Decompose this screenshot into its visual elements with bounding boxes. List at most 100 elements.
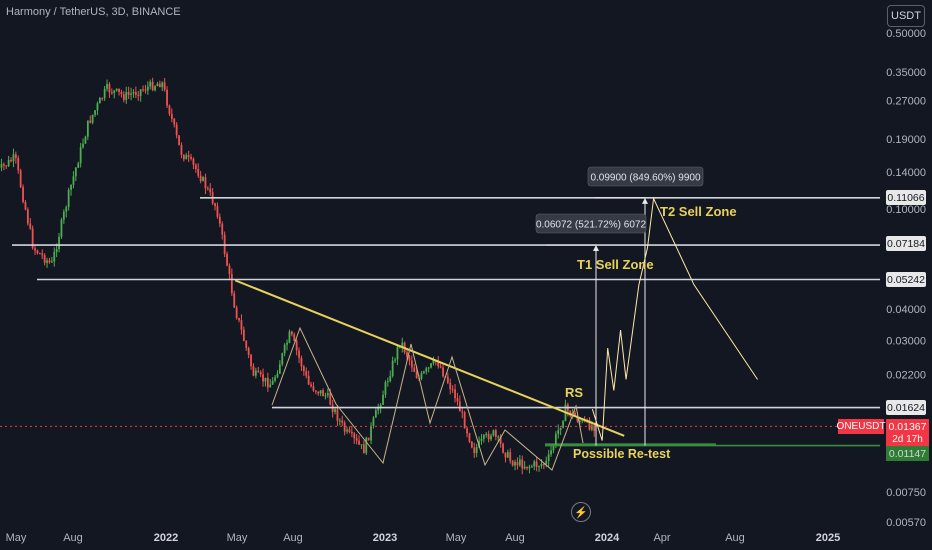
candle-body [581, 419, 584, 422]
candle-body [209, 188, 212, 193]
candle-body [247, 348, 250, 356]
price-axis-ticks: 0.50000 0.35000 0.27000 0.19000 0.14000 0.100… [886, 28, 926, 529]
candle-body [362, 444, 365, 454]
candle-body [576, 416, 579, 422]
candle-body [326, 393, 329, 396]
measure-arrow-head [642, 197, 648, 204]
candle-body [158, 83, 161, 88]
candle-body [26, 209, 29, 224]
candle-body [185, 155, 188, 160]
candle-body [379, 404, 382, 408]
candle-body [324, 395, 327, 397]
price-axis-tick: 0.50000 [886, 28, 926, 40]
candle-body [382, 394, 384, 405]
candle-body [127, 92, 130, 95]
current-price-tag: 0.01367 [886, 419, 929, 434]
candle-body [298, 350, 300, 358]
time-axis-tick: Aug [725, 532, 745, 544]
candle-body [538, 466, 540, 468]
descending-trendline [234, 279, 625, 437]
candle-body [497, 436, 500, 438]
level-label-breakdown: 0.05242 [886, 272, 926, 287]
candle-body [146, 86, 149, 91]
price-axis-tick: 0.19000 [886, 134, 926, 146]
candle-body [154, 86, 156, 91]
time-axis-tick: 2024 [595, 532, 620, 544]
candle-body [295, 340, 298, 351]
candle-body [118, 88, 120, 92]
candle-body [559, 427, 562, 431]
candle-body [439, 366, 442, 368]
candle-body [156, 83, 159, 87]
candle-body [360, 444, 363, 446]
candle-body [108, 84, 111, 93]
candle-body [310, 384, 312, 387]
candle-body [264, 377, 267, 382]
candle-body [413, 367, 416, 372]
currency-button[interactable]: USDT [887, 5, 925, 27]
candle-body [269, 384, 272, 388]
candle-body [432, 360, 435, 364]
candle-body [415, 371, 418, 378]
candle-body [518, 459, 521, 466]
candle-body [422, 371, 425, 374]
measure-arrow-head [593, 245, 599, 252]
candle-body [254, 370, 257, 376]
candle-body [79, 147, 82, 164]
candle-body [290, 331, 293, 335]
time-axis-tick: May [6, 532, 27, 544]
candle-body [262, 374, 264, 382]
candle-body [451, 389, 454, 391]
candle-body [214, 203, 216, 207]
candle-body [562, 421, 564, 428]
candle-body [550, 450, 552, 455]
candle-body [391, 360, 394, 376]
candle-body [43, 255, 46, 263]
time-axis-tick: Apr [653, 532, 670, 544]
candle-body [302, 366, 305, 372]
candle-body [343, 422, 346, 432]
candle-body [58, 236, 60, 249]
candle-body [523, 466, 526, 469]
candle-body [511, 461, 514, 466]
candle-body [446, 376, 449, 383]
price-axis-tick: 0.00750 [886, 487, 926, 499]
candle-body [149, 81, 152, 87]
candle-body [86, 120, 89, 137]
candle-body [22, 187, 24, 203]
candle-body [370, 425, 372, 441]
time-axis-tick: Aug [283, 532, 303, 544]
candle-body [468, 433, 471, 442]
flash-icon[interactable]: ⚡ [571, 502, 591, 522]
candle-body [199, 175, 202, 181]
symbol-tag: ONEUSDT [836, 419, 886, 434]
candle-body [466, 428, 468, 434]
price-axis-tick: 0.10000 [886, 204, 926, 216]
candle-body [17, 157, 20, 171]
candle-body [312, 386, 315, 391]
time-axis-ticks: May Aug 2022 May Aug 2023 May Aug 2024 Apr Aug 2025 [6, 532, 841, 544]
candle-body [514, 462, 516, 466]
candle-body [120, 91, 123, 95]
candle-body [410, 360, 413, 368]
candle-body [29, 223, 32, 229]
candle-body [65, 207, 68, 212]
candle-body [480, 438, 483, 441]
candle-body [2, 164, 5, 166]
candle-body [31, 228, 34, 249]
candle-body [252, 366, 255, 376]
candle-body [367, 437, 370, 441]
retest-level-tag: 0.01147 [886, 446, 929, 461]
price-axis-tick: 0.02200 [886, 369, 926, 381]
candle-body [0, 164, 3, 168]
candle-body [552, 445, 555, 451]
candle-body [420, 373, 423, 379]
candle-body [533, 461, 536, 467]
candle-body [7, 159, 10, 167]
candle-body [314, 390, 317, 392]
candle-body [238, 318, 240, 321]
candle-body [358, 440, 360, 445]
candle-body [170, 113, 173, 119]
candle-body [228, 265, 231, 275]
